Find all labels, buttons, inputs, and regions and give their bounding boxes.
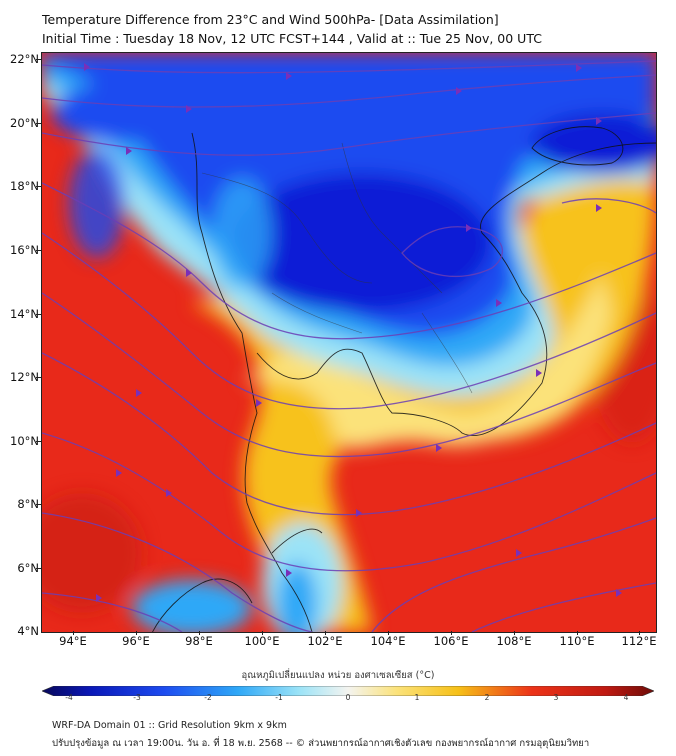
lat-tick	[36, 250, 41, 251]
colorbar-title: อุณหภูมิเปลี่ยนแปลง หน่วย องศาเซลเซียส (…	[241, 670, 435, 681]
lat-tick	[36, 568, 41, 569]
lon-label-102: 102°E	[307, 634, 343, 648]
lat-label-20: 20°N	[10, 116, 39, 130]
lat-tick	[36, 123, 41, 124]
colorbar-tick: -3	[133, 693, 141, 702]
footer-model-info: WRF-DA Domain 01 :: Grid Resolution 9km …	[52, 720, 287, 731]
lat-tick	[36, 314, 41, 315]
lat-tick	[36, 377, 41, 378]
lon-tick	[514, 631, 515, 635]
colorbar-tick: -4	[65, 693, 73, 702]
lon-label-108: 108°E	[496, 634, 532, 648]
lon-label-110: 110°E	[559, 634, 595, 648]
lon-label-112: 112°E	[621, 634, 657, 648]
lat-label-4: 4°N	[17, 624, 39, 638]
lat-tick	[36, 59, 41, 60]
lon-label-104: 104°E	[370, 634, 406, 648]
lon-tick	[639, 631, 640, 635]
chart-subtitle: Initial Time : Tuesday 18 Nov, 12 UTC FC…	[42, 31, 542, 46]
colorbar-tick: -1	[275, 693, 283, 702]
lon-tick	[262, 631, 263, 635]
colorbar-tick: 1	[414, 693, 420, 702]
lat-tick	[36, 504, 41, 505]
temperature-field	[42, 53, 656, 632]
map-panel	[41, 52, 657, 633]
footer-update-info: ปรับปรุงข้อมูล ณ เวลา 19:00น. วัน อ. ที่…	[52, 738, 590, 749]
lon-tick	[388, 631, 389, 635]
lon-tick	[136, 631, 137, 635]
lon-tick	[73, 631, 74, 635]
lat-tick	[36, 186, 41, 187]
colorbar-tick: 3	[553, 693, 559, 702]
lat-label-22: 22°N	[10, 52, 39, 66]
lon-label-100: 100°E	[244, 634, 280, 648]
lon-tick	[451, 631, 452, 635]
lon-tick	[577, 631, 578, 635]
colorbar-tick: 0	[345, 693, 351, 702]
colorbar-tick: 2	[484, 693, 490, 702]
lat-label-14: 14°N	[10, 307, 39, 321]
colorbar	[41, 681, 655, 697]
colorbar-tick: 4	[623, 693, 629, 702]
lon-tick	[325, 631, 326, 635]
chart-title: Temperature Difference from 23°C and Win…	[42, 12, 499, 27]
lon-label-94: 94°E	[59, 634, 87, 648]
lat-label-12: 12°N	[10, 370, 39, 384]
lon-tick	[199, 631, 200, 635]
lat-label-16: 16°N	[10, 243, 39, 257]
lat-tick	[36, 441, 41, 442]
lon-label-98: 98°E	[185, 634, 213, 648]
lat-label-6: 6°N	[17, 561, 39, 575]
lon-label-106: 106°E	[433, 634, 469, 648]
lat-label-18: 18°N	[10, 179, 39, 193]
lon-label-96: 96°E	[122, 634, 150, 648]
lat-label-8: 8°N	[17, 497, 39, 511]
lat-label-10: 10°N	[10, 434, 39, 448]
colorbar-tick: -2	[204, 693, 212, 702]
